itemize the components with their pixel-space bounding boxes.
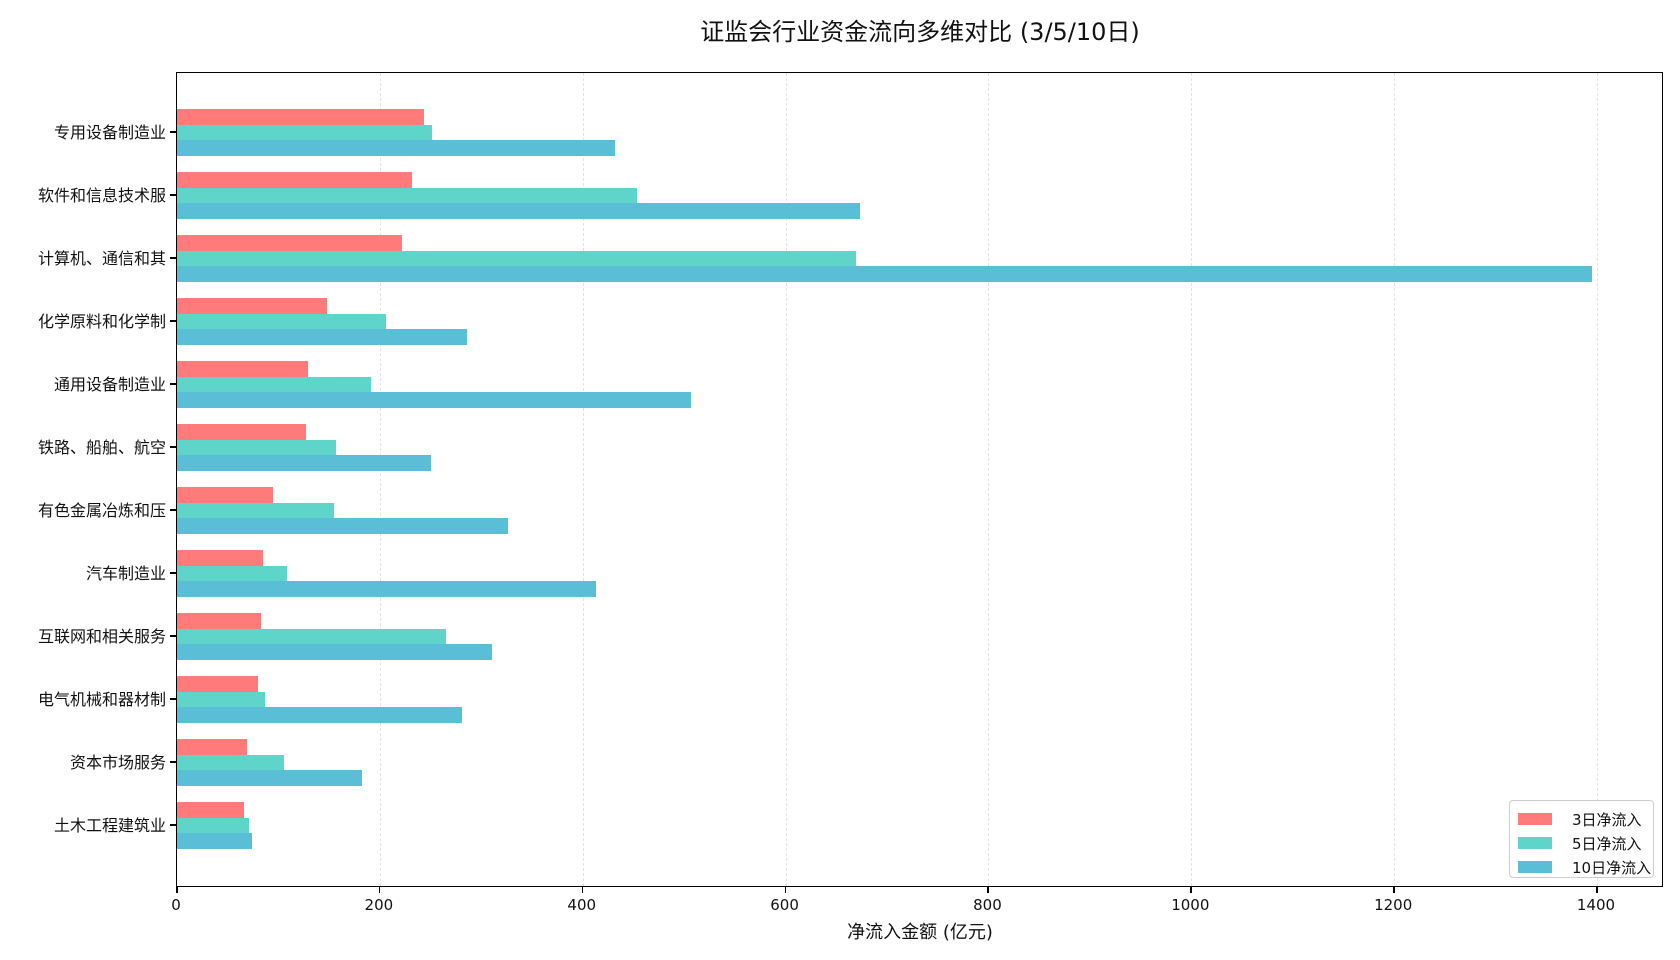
bar: [177, 802, 244, 818]
bar: [177, 676, 259, 692]
bar: [177, 487, 274, 503]
y-tick: [170, 194, 176, 196]
y-tick-label: 通用设备制造业: [53, 375, 166, 395]
bar: [177, 172, 413, 188]
bar: [177, 187, 638, 203]
x-tick-label: 1000: [1171, 896, 1210, 914]
bar: [177, 455, 431, 471]
bar: [177, 392, 692, 408]
y-tick: [170, 446, 176, 448]
bar: [177, 266, 1592, 282]
x-tick-label: 600: [770, 896, 799, 914]
bar: [177, 770, 362, 786]
x-tick-label: 200: [364, 896, 394, 914]
bar: [177, 298, 328, 314]
x-tick: [1393, 887, 1395, 893]
bar: [177, 109, 425, 125]
legend-item: 3日净流入: [1518, 809, 1642, 829]
y-tick: [170, 635, 176, 637]
legend-swatch: [1518, 813, 1552, 825]
bar: [177, 833, 253, 849]
y-tick: [170, 320, 176, 322]
x-tick: [378, 887, 381, 893]
legend-item: 5日净流入: [1518, 833, 1642, 853]
bar: [177, 739, 247, 755]
x-tick-label: 1400: [1576, 896, 1616, 914]
x-tick-label: 800: [973, 896, 1002, 914]
bar: [177, 361, 308, 377]
bar: [177, 518, 508, 534]
y-tick-label: 计算机、通信和其: [37, 249, 166, 269]
y-tick-label: 软件和信息技术服: [37, 186, 166, 206]
gridline: [379, 73, 381, 886]
bar: [177, 754, 284, 770]
x-tick: [987, 887, 989, 893]
legend: 3日净流入 5日净流入 10日净流入: [1509, 800, 1654, 878]
legend-label: 3日净流入: [1572, 810, 1642, 829]
x-tick: [1596, 887, 1598, 893]
bar: [177, 691, 266, 707]
y-tick: [170, 761, 176, 763]
y-tick-label: 铁路、船舶、航空: [37, 438, 166, 458]
legend-swatch: [1518, 861, 1552, 873]
x-tick: [784, 887, 787, 893]
y-tick-label: 汽车制造业: [85, 564, 166, 584]
bar: [177, 581, 596, 597]
legend-label: 5日净流入: [1572, 834, 1642, 853]
y-tick: [170, 383, 176, 385]
y-tick: [170, 824, 176, 826]
x-tick-label: 1200: [1374, 896, 1413, 914]
bar: [177, 203, 860, 219]
y-tick-label: 有色金属冶炼和压: [37, 501, 166, 521]
bar: [177, 235, 403, 251]
gridline: [988, 73, 990, 886]
y-tick-label: 互联网和相关服务: [37, 627, 166, 647]
x-tick: [176, 887, 178, 893]
y-tick-label: 土木工程建筑业: [53, 816, 166, 836]
bar: [177, 376, 371, 392]
gridline: [1597, 73, 1599, 886]
legend-label: 10日净流入: [1572, 858, 1652, 877]
bar: [177, 439, 337, 455]
chart-title: 证监会行业资金流向多维对比 (3/5/10日): [700, 18, 1140, 46]
y-tick-label: 化学原料和化学制: [37, 312, 166, 332]
plot-area: [176, 72, 1663, 887]
legend-item: 10日净流入: [1518, 857, 1651, 877]
bar: [177, 424, 306, 440]
bar: [177, 502, 335, 518]
bar: [177, 644, 493, 660]
y-tick: [170, 698, 176, 700]
bar: [177, 817, 249, 833]
bar: [177, 550, 264, 566]
x-axis-title: 净流入金额 (亿元): [847, 922, 993, 943]
gridline: [785, 73, 787, 886]
x-tick: [1190, 887, 1192, 893]
y-tick: [170, 257, 176, 259]
bar: [177, 613, 262, 629]
gridline: [1394, 73, 1396, 886]
y-tick: [170, 509, 176, 511]
y-tick-label: 电气机械和器材制: [37, 690, 166, 710]
bar: [177, 565, 287, 581]
bar: [177, 628, 446, 644]
bar: [177, 124, 432, 140]
bar: [177, 313, 386, 329]
x-tick-label: 0: [171, 896, 181, 914]
bar: [177, 140, 616, 156]
bar: [177, 250, 856, 266]
bar: [177, 707, 463, 723]
y-tick-label: 专用设备制造业: [53, 123, 166, 143]
x-tick-label: 400: [567, 896, 597, 914]
legend-swatch: [1518, 837, 1552, 849]
y-tick: [170, 131, 176, 133]
x-tick: [581, 887, 584, 893]
y-tick: [170, 572, 176, 574]
y-tick-label: 资本市场服务: [69, 753, 166, 773]
gridline: [582, 73, 584, 886]
bar: [177, 329, 468, 345]
gridline: [1191, 73, 1193, 886]
